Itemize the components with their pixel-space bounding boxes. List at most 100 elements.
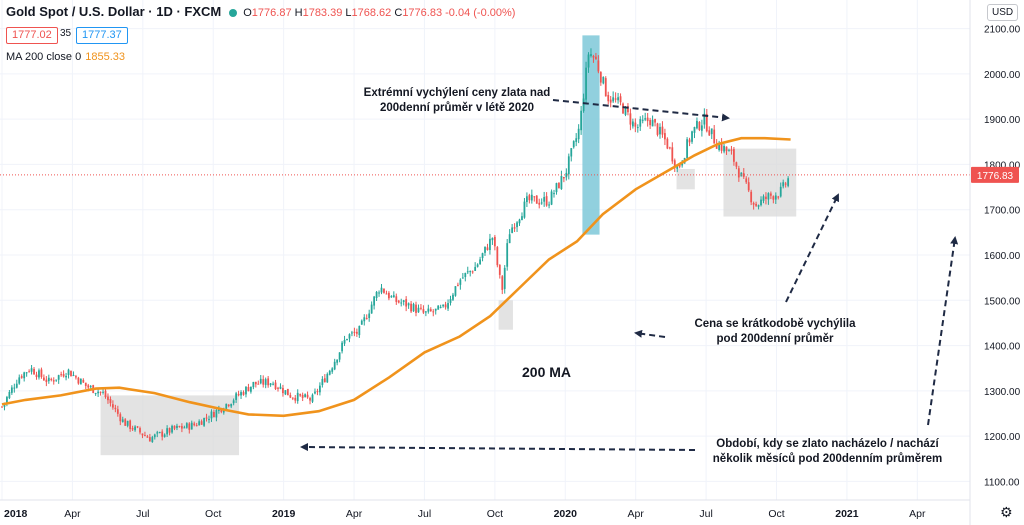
candle-body	[375, 291, 378, 299]
candle-body	[380, 287, 383, 293]
candle-body	[252, 381, 255, 388]
candle-body	[42, 377, 45, 381]
candle-body	[506, 243, 509, 267]
time-tick-label: Jul	[136, 508, 149, 520]
time-tick-label: 2020	[554, 508, 578, 520]
candle-body	[412, 304, 415, 312]
symbol-title[interactable]: Gold Spot / U.S. Dollar · 1D · FXCM	[6, 4, 222, 19]
candle-body	[454, 286, 457, 296]
candle-body	[82, 379, 85, 383]
high-label: H	[294, 7, 303, 19]
candle-body	[538, 202, 541, 205]
candle-body	[111, 404, 114, 408]
candle-body	[518, 219, 521, 224]
bid-price-box[interactable]: 1777.02	[6, 27, 58, 44]
candle-body	[40, 369, 43, 377]
candle-body	[410, 303, 412, 312]
change-value: -0.04 (-0.00%)	[445, 7, 516, 19]
candle-body	[279, 386, 282, 389]
candle-body	[18, 377, 21, 384]
candle-body	[274, 382, 277, 389]
candle-body	[631, 121, 634, 127]
candle-body	[13, 387, 16, 389]
candle-body	[646, 117, 649, 122]
candle-body	[548, 204, 550, 206]
highlight-regions	[100, 35, 797, 456]
annotation-short-line1: Cena se krátkodobě vychýlila	[694, 318, 856, 330]
candle-body	[498, 264, 501, 275]
candle-body	[636, 127, 639, 129]
candle-body	[649, 119, 652, 126]
candle-body	[242, 392, 245, 395]
candle-body	[272, 383, 274, 385]
highlight-blue-region	[582, 35, 600, 235]
candle-body	[291, 397, 294, 399]
gear-icon[interactable]: ⚙	[1000, 504, 1013, 520]
candle-body	[28, 371, 31, 373]
candle-body	[227, 404, 230, 407]
candle-body	[400, 302, 403, 304]
currency-button[interactable]: USD	[987, 4, 1019, 21]
candle-body	[511, 227, 514, 233]
candle-body	[661, 126, 664, 135]
price-tick-label: 1300.00	[984, 387, 1021, 398]
open-label: O	[243, 7, 252, 19]
candle-body	[346, 339, 348, 341]
candle-body	[592, 55, 595, 58]
candle-body	[582, 98, 585, 112]
ask-price-box[interactable]: 1777.37	[76, 27, 128, 44]
candle-body	[757, 205, 760, 207]
candle-body	[1, 406, 3, 408]
candle-body	[464, 272, 467, 278]
candle-body	[715, 144, 718, 149]
candle-body	[725, 146, 728, 152]
candle-body	[641, 119, 644, 121]
candle-body	[614, 98, 617, 100]
candle-body	[745, 178, 748, 183]
annotation-short: Cena se krátkodobě vychýlila pod 200denn…	[685, 317, 865, 347]
annotation-short-line2: pod 200denní průměr	[716, 333, 834, 345]
candle-body	[134, 426, 136, 431]
candle-body	[146, 436, 149, 438]
candle-body	[572, 141, 575, 148]
candle-body	[395, 296, 398, 302]
low-value: 1768.62	[351, 7, 392, 19]
candle-body	[671, 147, 674, 162]
price-axis[interactable]: 1100.00 1200.00 1300.00 1400.00 1500.00 1600.…	[984, 25, 1021, 489]
candle-body	[353, 331, 356, 333]
candle-body	[237, 393, 240, 396]
candle-body	[378, 292, 380, 294]
candle-body	[269, 383, 272, 385]
time-axis[interactable]: 2018 Apr Jul Oct 2019 Apr Jul Oct 2020 Apr Jul Oct 2…	[4, 508, 926, 520]
candle-body	[338, 352, 341, 360]
annotation-period-line1: Období, kdy se zlato nacházelo / nachází	[716, 438, 939, 450]
price-tick-label: 1200.00	[984, 432, 1021, 443]
annotation-extreme-line1: Extrémní vychýlení ceny zlata nad	[363, 87, 551, 99]
candle-body	[365, 318, 368, 320]
candle-body	[619, 96, 622, 103]
candle-body	[609, 99, 612, 103]
time-tick-label: Jul	[418, 508, 431, 520]
candle-body	[121, 419, 124, 423]
candle-body	[158, 432, 161, 434]
ma-legend[interactable]: MA 200 close 0 1855.33	[6, 51, 125, 63]
candle-body	[284, 390, 287, 395]
time-tick-label: Apr	[346, 508, 363, 520]
time-tick-label: Apr	[64, 508, 81, 520]
candle-body	[188, 423, 191, 430]
candle-body	[765, 196, 767, 200]
candle-body	[730, 149, 733, 151]
candle-body	[728, 150, 730, 152]
candle-body	[533, 196, 536, 198]
candle-body	[733, 149, 735, 162]
candle-body	[153, 434, 156, 438]
candle-body	[193, 423, 196, 426]
ohlc-values: O1776.87 H1783.39 L1768.62 C1776.83 -0.0…	[243, 7, 515, 19]
candle-body	[144, 435, 146, 437]
high-value: 1783.39	[302, 7, 343, 19]
candle-body	[373, 296, 376, 306]
candle-body	[489, 238, 491, 251]
candle-body	[666, 138, 669, 149]
candle-body	[70, 370, 72, 377]
